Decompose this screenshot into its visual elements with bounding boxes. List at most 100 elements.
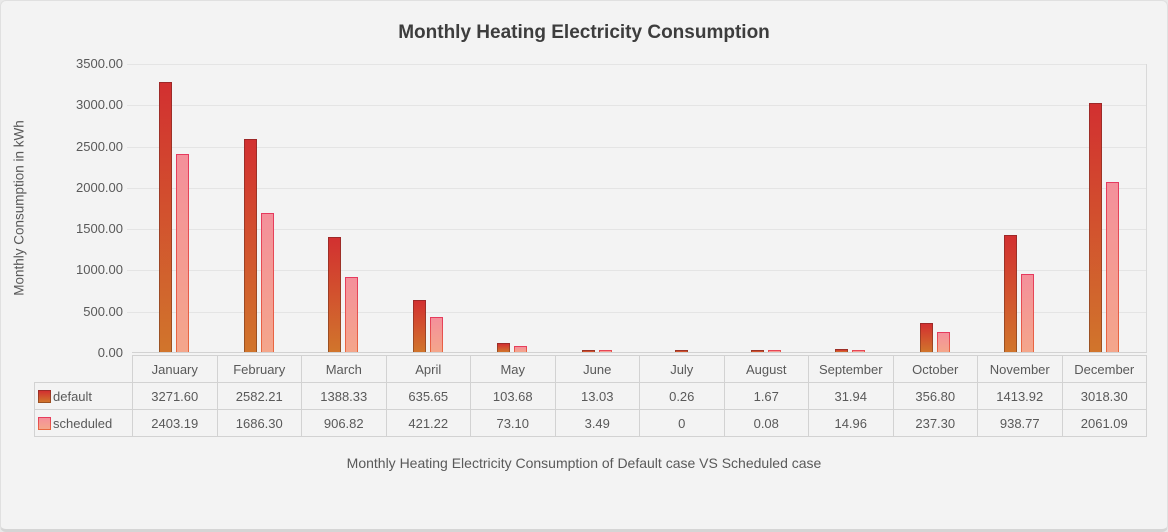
gridline	[127, 312, 1146, 313]
bar-fill	[430, 318, 442, 352]
bar-fill	[413, 301, 425, 352]
category-november	[977, 64, 1062, 352]
bar-default-august	[750, 350, 764, 352]
bar-fill	[177, 155, 189, 352]
bar-scheduled-january	[176, 154, 190, 352]
value-cell-default-october: 356.80	[894, 383, 978, 409]
bar-fill	[582, 351, 594, 352]
legend-label-default: default	[53, 388, 93, 404]
y-tick-label: 3500.00	[76, 56, 123, 71]
bars-layer	[132, 64, 1146, 352]
table-row-default: default 3271.60 2582.21 1388.33 635.65 103.68…	[34, 382, 1147, 409]
month-header-cell-march: March	[302, 356, 387, 382]
value-cell-scheduled-may: 73.10	[471, 410, 556, 436]
plot-area	[127, 64, 1147, 353]
bar-fill	[329, 238, 341, 352]
bar-default-march	[328, 237, 342, 352]
bar-scheduled-april	[429, 317, 443, 352]
chart-caption: Monthly Heating Electricity Consumption …	[346, 455, 822, 471]
bar-default-december	[1088, 103, 1102, 352]
bar-scheduled-september	[852, 350, 866, 352]
month-header-cell-may: May	[471, 356, 556, 382]
legend-swatch-scheduled	[38, 416, 51, 430]
bar-scheduled-may	[514, 346, 528, 352]
bar-fill	[515, 347, 527, 352]
gridline	[127, 270, 1146, 271]
value-cell-scheduled-january: 2403.19	[133, 410, 218, 436]
value-cell-scheduled-august: 0.08	[725, 410, 809, 436]
month-header-row: January February March April May June July Augu…	[132, 355, 1147, 382]
value-cell-default-november: 1413.92	[978, 383, 1063, 409]
bar-fill	[498, 344, 510, 352]
y-tick-label: 0.00	[97, 345, 123, 360]
y-tick-label: 3000.00	[76, 97, 123, 113]
value-cell-scheduled-september: 14.96	[809, 410, 894, 436]
value-cell-default-april: 635.65	[387, 383, 471, 409]
month-header-cell-december: December	[1074, 361, 1135, 377]
month-header-cell-april: April	[387, 356, 471, 382]
bar-fill	[160, 83, 172, 352]
chart-title: Monthly Heating Electricity Consumption	[398, 22, 770, 43]
month-header-cell-february: February	[218, 356, 302, 382]
legend-swatch-fill	[39, 390, 50, 402]
table-row-scheduled: scheduled 2403.19 1686.30 906.82 421.22 73.10…	[34, 409, 1147, 437]
gridline	[127, 188, 1146, 189]
legend-swatch-fill	[39, 417, 50, 429]
value-cell-default-march: 1388.33	[302, 383, 387, 409]
value-cell-default-september: 31.94	[809, 383, 894, 409]
bar-default-april	[412, 300, 426, 352]
bar-default-may	[497, 343, 511, 352]
value-cell-default-july: 0.26	[640, 383, 725, 409]
legend-label-scheduled: scheduled	[53, 415, 113, 431]
legend-default: default	[35, 383, 133, 409]
value-cell-scheduled-february: 1686.30	[218, 410, 302, 436]
bar-default-june	[581, 350, 595, 352]
value-cell-default-june: 13.03	[556, 383, 640, 409]
bar-fill	[937, 333, 949, 352]
bar-default-october	[919, 323, 933, 352]
month-header-cell-november: November	[978, 356, 1063, 382]
bar-fill	[920, 324, 932, 352]
y-tick-label: 1000.00	[76, 262, 123, 278]
value-cell-default-february: 2582.21	[218, 383, 302, 409]
category-january	[132, 64, 217, 352]
y-tick-label: 1500.00	[76, 221, 123, 237]
month-header-cell-august: August	[725, 356, 809, 382]
bar-fill	[599, 351, 611, 352]
value-cell-scheduled-october: 237.30	[894, 410, 978, 436]
bar-default-february	[243, 139, 257, 352]
bar-scheduled-october	[936, 332, 950, 352]
value-cell-scheduled-december: 2061.09	[1080, 415, 1128, 431]
bar-fill	[1106, 183, 1118, 352]
category-september	[808, 64, 893, 352]
bar-fill	[768, 351, 780, 352]
value-cell-default-may: 103.68	[471, 383, 556, 409]
category-june	[555, 64, 640, 352]
value-cell-default-december: 3018.30	[1080, 388, 1128, 404]
bar-scheduled-december	[1105, 182, 1119, 352]
bar-scheduled-february	[260, 213, 274, 352]
category-march	[301, 64, 386, 352]
category-april	[386, 64, 471, 352]
bar-fill	[675, 351, 687, 352]
month-header-cell-october: October	[894, 356, 978, 382]
bar-default-september	[835, 349, 849, 352]
y-tick-label: 500.00	[83, 303, 123, 319]
bar-fill	[244, 140, 256, 352]
value-cell-scheduled-april: 421.22	[387, 410, 471, 436]
category-may	[470, 64, 555, 352]
bar-scheduled-august	[767, 350, 781, 352]
bar-default-january	[159, 82, 173, 352]
gridline	[127, 229, 1146, 230]
bar-scheduled-june	[598, 350, 612, 352]
gridline	[127, 147, 1146, 148]
gridline	[127, 64, 1146, 65]
gridline	[127, 105, 1146, 106]
category-october	[893, 64, 978, 352]
value-cell-scheduled-june: 3.49	[556, 410, 640, 436]
category-february	[217, 64, 302, 352]
value-cell-scheduled-july: 0	[640, 410, 725, 436]
category-august	[724, 64, 809, 352]
bar-fill	[261, 214, 273, 352]
